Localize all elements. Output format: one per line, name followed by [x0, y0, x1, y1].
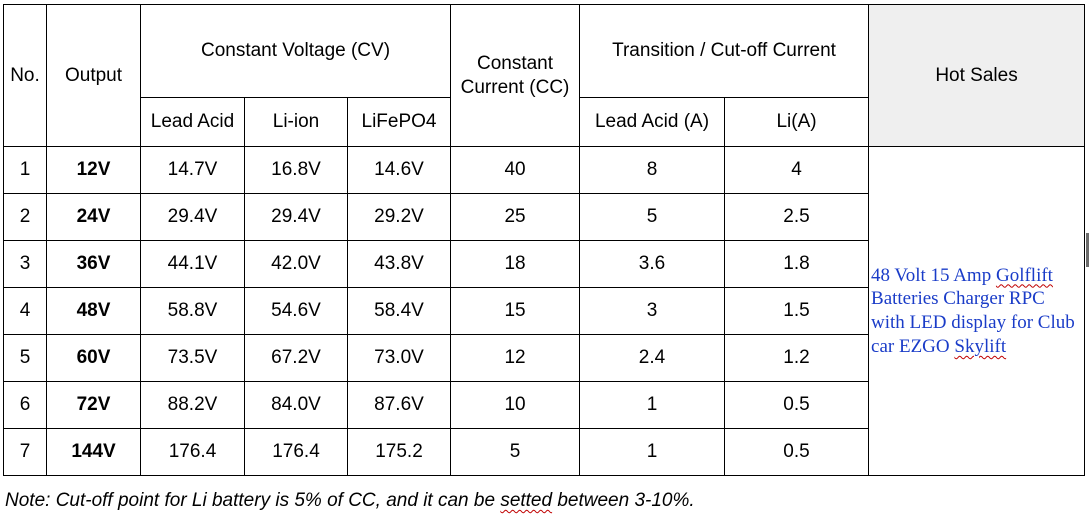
header-no: No.: [3, 4, 47, 147]
cell-cv-li-ion: 42.0V: [244, 240, 348, 288]
header-row-2: Lead Acid Li-ion LiFePO4 Lead Acid (A) L…: [4, 97, 1085, 147]
cell-no: 4: [3, 287, 47, 335]
cell-cv-lead-acid: 176.4: [140, 428, 245, 476]
cell-cc: 5: [450, 428, 581, 476]
cell-transition-lead-acid: 5: [579, 193, 726, 241]
cell-cv-lifepo4: 29.2V: [346, 193, 452, 241]
cell-cc: 25: [450, 193, 581, 241]
cell-cv-lead-acid: 14.7V: [140, 146, 245, 194]
hot-sales-link-text-4: Skylift: [954, 335, 1007, 357]
cell-output: 60V: [46, 334, 141, 382]
cell-transition-li: 0.5: [724, 381, 870, 429]
cell-no: 2: [3, 193, 47, 241]
footnote: Note: Cut-off point for Li battery is 5%…: [5, 489, 695, 513]
cell-output: 24V: [46, 193, 141, 241]
header-cc-line2: Current (CC): [460, 76, 570, 98]
header-cc-line1: Constant: [476, 52, 554, 74]
cell-cv-lead-acid: 58.8V: [140, 287, 245, 335]
cell-cv-lifepo4: 175.2: [346, 428, 452, 476]
header-transition-li: Li(A): [724, 97, 870, 147]
cell-cv-lead-acid: 44.1V: [140, 240, 245, 288]
hot-sales-cell: 48 Volt 15 Amp Golflift Batteries Charge…: [868, 146, 1086, 476]
cell-transition-li: 1.8: [724, 240, 870, 288]
cell-cv-lead-acid: 73.5V: [140, 334, 245, 382]
hot-sales-link-text-2: Golflift: [995, 264, 1053, 286]
cell-no: 5: [3, 334, 47, 382]
cell-transition-lead-acid: 1: [579, 381, 726, 429]
cell-cv-li-ion: 67.2V: [244, 334, 348, 382]
table-row: 4 48V 58.8V 54.6V 58.4V 15 3 1.5: [3, 287, 1085, 335]
cell-transition-li: 2.5: [724, 193, 870, 241]
cell-cv-li-ion: 176.4: [244, 428, 348, 476]
cell-cv-lead-acid: 88.2V: [140, 381, 245, 429]
cell-cv-lead-acid: 29.4V: [140, 193, 245, 241]
cell-transition-lead-acid: 3: [579, 287, 726, 335]
cell-cv-li-ion: 16.8V: [244, 146, 348, 194]
table-row: 2 24V 29.4V 29.4V 29.2V 25 5 2.5: [3, 193, 1085, 241]
spec-table-wrapper: No. Output Constant Voltage (CV) Constan…: [3, 4, 1086, 476]
footnote-text-3: between 3-10%.: [552, 490, 695, 511]
header-row-1: No. Output Constant Voltage (CV) Constan…: [3, 4, 1086, 147]
cell-no: 6: [3, 381, 47, 429]
cell-cv-lifepo4: 73.0V: [346, 334, 452, 382]
header-transition-cutoff: Transition / Cut-off Current: [579, 4, 870, 98]
hot-sales-link-text-1: 48 Volt 15 Amp: [871, 264, 996, 286]
header-output: Output: [46, 4, 141, 147]
cell-transition-lead-acid: 2.4: [579, 334, 726, 382]
table-row: 1 12V 14.7V 16.8V 14.6V 40 8 4 48 Volt 1…: [3, 146, 1086, 476]
cell-cv-lifepo4: 14.6V: [346, 146, 452, 194]
cell-cv-lifepo4: 87.6V: [346, 381, 452, 429]
cell-transition-lead-acid: 8: [579, 146, 726, 194]
cell-no: 3: [3, 240, 47, 288]
hot-sales-link-text-3: Batteries Charger RPC with LED display f…: [871, 288, 1075, 357]
cell-output: 12V: [46, 146, 141, 194]
cell-transition-lead-acid: 3.6: [579, 240, 726, 288]
table-row: 3 36V 44.1V 42.0V 43.8V 18 3.6 1.8: [3, 240, 1085, 288]
cell-transition-li: 1.5: [724, 287, 870, 335]
cell-transition-li: 4: [724, 146, 870, 194]
header-constant-current: Constant Current (CC): [450, 4, 581, 147]
cell-transition-lead-acid: 1: [579, 428, 726, 476]
header-transition-lead-acid: Lead Acid (A): [579, 97, 726, 147]
cell-cv-lifepo4: 58.4V: [346, 287, 452, 335]
header-constant-voltage: Constant Voltage (CV): [139, 4, 452, 98]
cell-cc: 10: [450, 381, 581, 429]
cell-cc: 40: [450, 146, 581, 194]
cell-cv-li-ion: 54.6V: [244, 287, 348, 335]
cell-output: 72V: [46, 381, 141, 429]
cell-transition-li: 0.5: [724, 428, 870, 476]
cell-cv-li-ion: 29.4V: [244, 193, 348, 241]
footnote-text-1: Note: Cut-off point for Li battery is 5%…: [5, 490, 501, 511]
cell-output: 48V: [46, 287, 141, 335]
cell-cc: 12: [450, 334, 581, 382]
cell-output: 144V: [46, 428, 141, 476]
cell-cc: 18: [450, 240, 581, 288]
hot-sales-product-link[interactable]: 48 Volt 15 Amp Golflift Batteries Charge…: [871, 264, 1076, 359]
cell-cv-lifepo4: 43.8V: [346, 240, 452, 288]
header-cv-li-ion: Li-ion: [244, 97, 348, 147]
table-row: 7 144V 176.4 176.4 175.2 5 1 0.5: [3, 428, 1085, 476]
header-hot-sales: Hot Sales: [868, 4, 1086, 147]
scrollbar-thumb[interactable]: [1086, 233, 1089, 267]
cell-cc: 15: [450, 287, 581, 335]
header-cv-lead-acid: Lead Acid: [140, 97, 245, 147]
cell-no: 1: [3, 146, 47, 194]
header-cv-lifepo4: LiFePO4: [346, 97, 452, 147]
cell-cv-li-ion: 84.0V: [244, 381, 348, 429]
cell-transition-li: 1.2: [724, 334, 870, 382]
cell-output: 36V: [46, 240, 141, 288]
charger-spec-table: No. Output Constant Voltage (CV) Constan…: [3, 4, 1086, 476]
footnote-text-2: setted: [500, 490, 553, 511]
cell-no: 7: [3, 428, 47, 476]
